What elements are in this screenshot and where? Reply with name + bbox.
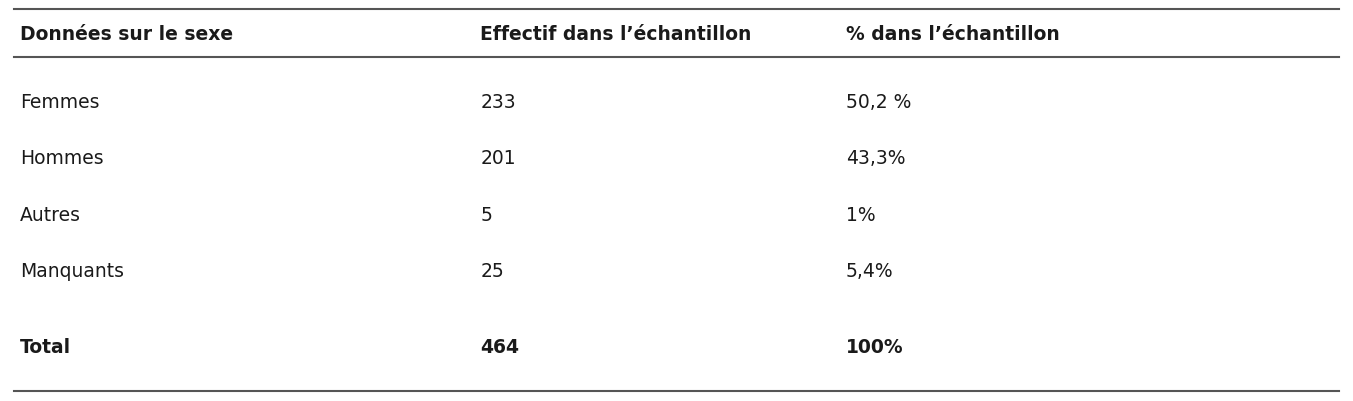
Text: 25: 25 [480, 261, 505, 280]
Text: 201: 201 [480, 149, 515, 168]
Text: 233: 233 [480, 93, 515, 112]
Text: Hommes: Hommes [20, 149, 104, 168]
Text: Femmes: Femmes [20, 93, 100, 112]
Text: 100%: 100% [846, 337, 904, 356]
Text: Manquants: Manquants [20, 261, 124, 280]
Text: Total: Total [20, 337, 72, 356]
Text: 50,2 %: 50,2 % [846, 93, 911, 112]
Text: Autres: Autres [20, 205, 81, 224]
Text: 5,4%: 5,4% [846, 261, 893, 280]
Text: 43,3%: 43,3% [846, 149, 905, 168]
Text: 5: 5 [480, 205, 492, 224]
Text: % dans l’échantillon: % dans l’échantillon [846, 24, 1059, 44]
Text: Données sur le sexe: Données sur le sexe [20, 24, 234, 44]
Text: 464: 464 [480, 337, 520, 356]
Text: 1%: 1% [846, 205, 875, 224]
Text: Effectif dans l’échantillon: Effectif dans l’échantillon [480, 24, 752, 44]
